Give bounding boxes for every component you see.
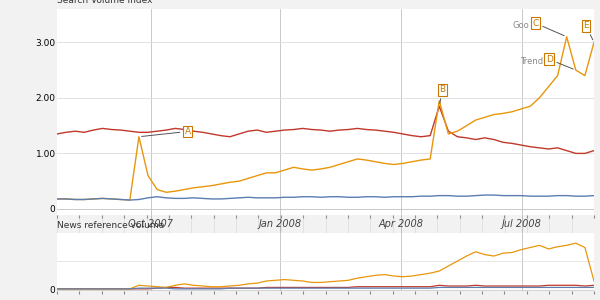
Text: Goo: Goo	[513, 21, 530, 30]
Text: D: D	[545, 55, 573, 69]
Text: E: E	[583, 21, 593, 40]
Text: Oct 2007: Oct 2007	[128, 219, 173, 230]
Text: A: A	[142, 127, 191, 136]
Text: B: B	[439, 85, 445, 103]
Text: Apr 2008: Apr 2008	[378, 219, 423, 230]
Text: Search Volume index: Search Volume index	[57, 0, 152, 5]
Text: Jan 2008: Jan 2008	[258, 219, 301, 230]
Text: Trend: Trend	[520, 57, 543, 66]
Text: C: C	[532, 19, 564, 36]
Text: Jul 2008: Jul 2008	[502, 219, 541, 230]
Text: News reference volume: News reference volume	[57, 220, 164, 230]
